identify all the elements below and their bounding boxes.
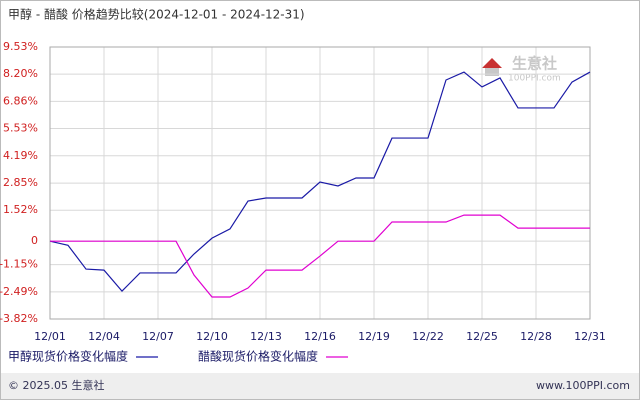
plot-border: [49, 46, 591, 320]
x-tick-label: 12/19: [358, 330, 390, 343]
x-tick-label: 12/13: [250, 330, 282, 343]
x-tick-label: 12/04: [88, 330, 120, 343]
y-tick-label: 4.19%: [3, 149, 38, 162]
footer-right: www.100PPI.com: [536, 379, 630, 392]
series-line: [49, 71, 591, 292]
x-tick-label: 12/10: [196, 330, 228, 343]
x-tick-label: 12/25: [466, 330, 498, 343]
y-tick-label: 1.52%: [3, 203, 38, 216]
y-tick-label: 8.20%: [3, 67, 38, 80]
y-tick-label: 0: [31, 234, 38, 247]
watermark: 生意社: [512, 55, 557, 73]
y-tick-label: -2.49%: [0, 285, 38, 298]
y-tick-label: 5.53%: [3, 121, 38, 134]
x-tick-label: 12/31: [574, 330, 606, 343]
x-tick-label: 12/28: [520, 330, 552, 343]
x-tick-label: 12/07: [142, 330, 174, 343]
chart-title: 甲醇 - 醋酸 价格趋势比较(2024-12-01 - 2024-12-31): [8, 7, 305, 22]
x-tick-label: 12/22: [412, 330, 444, 343]
watermark-sub: 100PPI.com: [508, 74, 561, 84]
y-tick-label: 9.53%: [3, 40, 38, 53]
legend-label: 甲醇现货价格变化幅度: [8, 349, 128, 364]
y-tick-label: -3.82%: [0, 312, 38, 325]
y-tick-label: 6.86%: [3, 94, 38, 107]
y-tick-label: 2.85%: [3, 176, 38, 189]
logo-house: [485, 68, 499, 76]
series-line: [50, 214, 590, 298]
x-tick-label: 12/01: [34, 330, 66, 343]
footer-left: © 2025.05 生意社: [8, 378, 104, 392]
x-tick-label: 12/16: [304, 330, 336, 343]
legend-label: 醋酸现货价格变化幅度: [198, 349, 318, 364]
footer-bg: [1, 373, 639, 399]
logo-roof: [482, 58, 502, 68]
y-tick-label: -1.15%: [0, 258, 38, 271]
